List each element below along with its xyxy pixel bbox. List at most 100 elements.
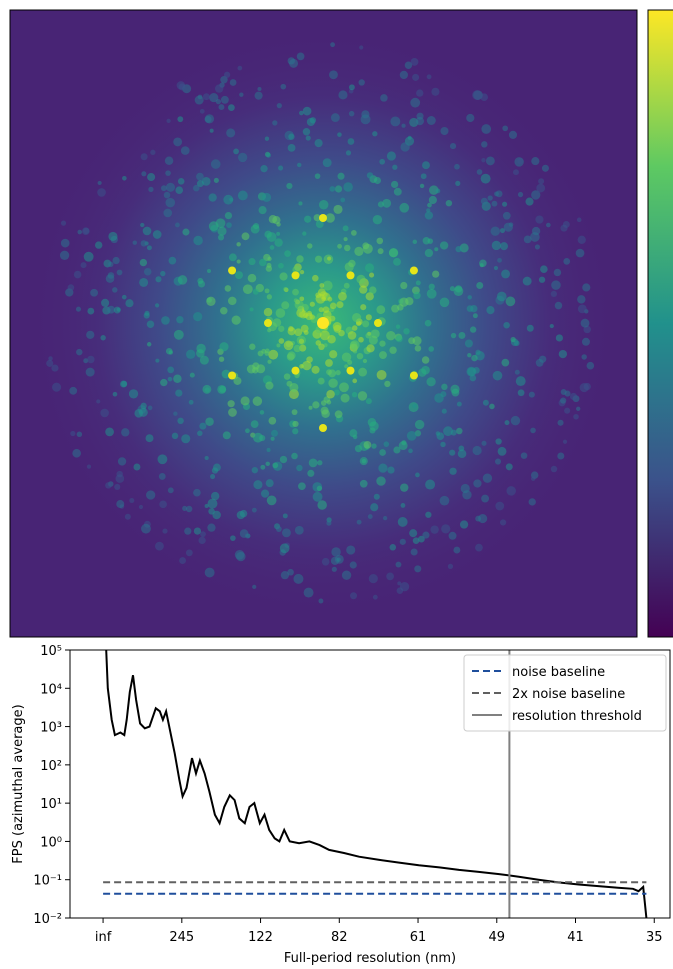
speck	[496, 291, 507, 302]
x-tick-label: 61	[410, 930, 427, 945]
speck	[280, 570, 290, 580]
center-spot	[317, 317, 329, 329]
speck	[558, 349, 568, 359]
speck	[147, 173, 156, 182]
speck	[466, 113, 475, 123]
speck	[182, 228, 190, 236]
speck	[251, 507, 257, 513]
y-tick-label: 10⁻¹	[33, 874, 62, 889]
speck	[562, 439, 568, 444]
speck	[582, 283, 591, 292]
speck	[267, 256, 272, 262]
speck	[372, 131, 378, 137]
speck	[395, 324, 401, 329]
speck	[451, 388, 460, 397]
speck	[296, 52, 305, 61]
speck	[69, 386, 78, 395]
speck	[228, 104, 235, 111]
speck	[449, 286, 455, 292]
speck	[73, 270, 82, 279]
axes-frame	[69, 649, 671, 919]
speck	[237, 190, 248, 201]
speck	[265, 479, 274, 488]
speck	[393, 187, 402, 196]
speck	[347, 331, 357, 340]
speck	[318, 598, 324, 604]
diffraction-image	[9, 9, 638, 638]
speck	[291, 452, 298, 460]
speck	[184, 527, 192, 535]
speck	[268, 349, 279, 360]
speck	[535, 215, 544, 224]
speck	[501, 358, 510, 367]
speck	[349, 429, 358, 438]
speck	[173, 137, 183, 147]
speck	[370, 329, 380, 339]
speck	[336, 301, 344, 309]
speck	[307, 243, 313, 249]
speck	[577, 295, 586, 304]
speck	[404, 61, 413, 69]
speck	[407, 135, 412, 140]
speck	[422, 531, 430, 539]
speck	[193, 235, 203, 246]
speck	[288, 389, 299, 400]
speck	[293, 573, 304, 584]
speck	[82, 227, 90, 235]
legend-box	[463, 654, 667, 732]
speck	[179, 557, 187, 564]
speck	[312, 491, 323, 502]
speck	[262, 192, 272, 202]
speck	[177, 275, 188, 285]
speck	[459, 520, 469, 529]
speck	[282, 528, 291, 538]
speck	[165, 197, 176, 208]
speck	[117, 457, 127, 466]
speck	[363, 440, 372, 449]
speck	[401, 123, 406, 128]
speck	[86, 464, 92, 469]
speck	[414, 345, 422, 352]
speck	[514, 369, 520, 375]
speck	[70, 430, 76, 437]
speck	[356, 274, 366, 284]
speck	[206, 296, 216, 307]
speck	[146, 320, 155, 329]
speck	[530, 427, 536, 434]
y-tick-label: 10²	[40, 759, 62, 774]
speck	[531, 157, 540, 166]
speck	[250, 420, 259, 429]
speck	[410, 548, 418, 556]
speck	[497, 446, 507, 456]
speck	[167, 487, 174, 494]
speck	[76, 348, 83, 356]
speck	[105, 427, 114, 437]
speck	[212, 463, 221, 472]
speck	[412, 239, 418, 245]
speck	[210, 159, 221, 169]
speck	[329, 302, 337, 310]
speck	[278, 262, 284, 269]
speck	[376, 369, 387, 380]
speck	[373, 493, 380, 500]
speck	[286, 182, 293, 190]
speck	[298, 482, 306, 491]
speck	[388, 248, 399, 258]
speck	[205, 417, 214, 426]
speck	[449, 143, 457, 150]
speck	[342, 225, 349, 232]
speck	[234, 271, 244, 280]
speck	[331, 566, 337, 572]
speck	[256, 364, 266, 374]
speck	[410, 57, 419, 66]
speck	[415, 280, 421, 286]
speck	[458, 331, 466, 339]
speck	[359, 45, 364, 50]
speck	[350, 592, 358, 600]
speck	[499, 228, 505, 234]
speck	[281, 301, 290, 310]
speck	[260, 165, 268, 173]
speck	[155, 541, 164, 551]
speck	[291, 409, 298, 416]
speck	[282, 513, 288, 519]
